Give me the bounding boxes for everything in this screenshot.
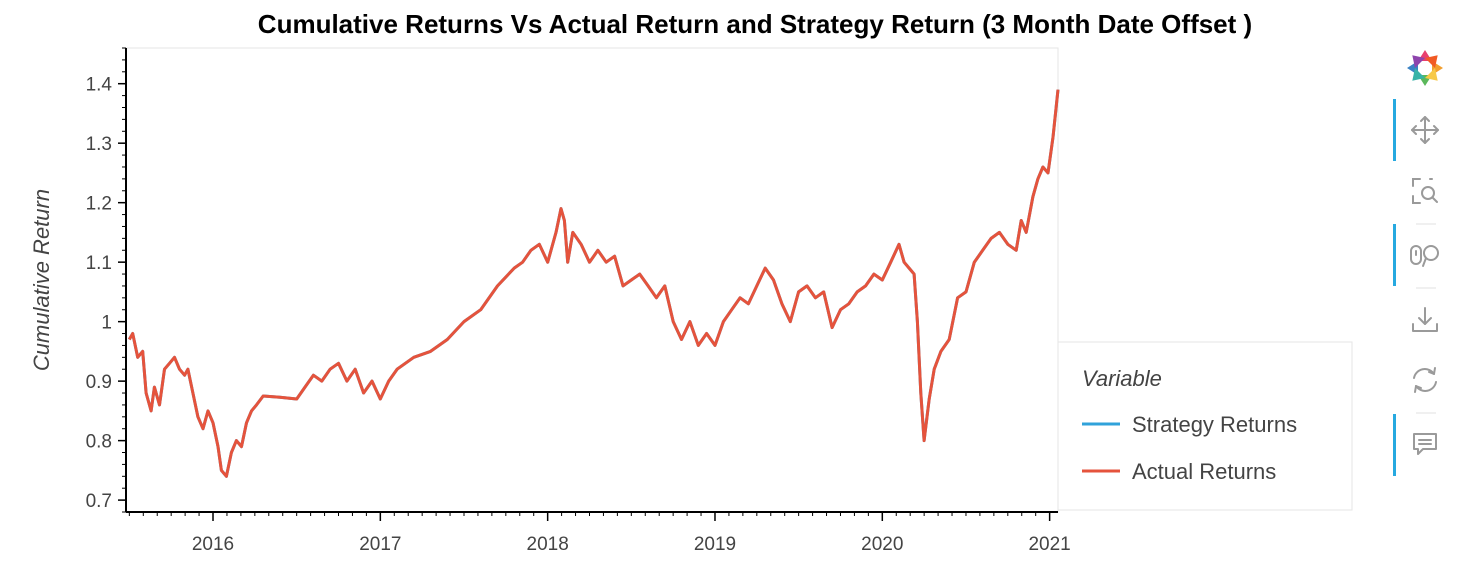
chart-title: Cumulative Returns Vs Actual Return and … xyxy=(258,9,1252,39)
save-icon[interactable] xyxy=(1412,307,1438,332)
x-axis: 2016 2017 2018 2019 2020 2021 xyxy=(126,511,1071,555)
y-axis-label: Cumulative Return xyxy=(29,189,54,371)
hover-icon[interactable] xyxy=(1393,414,1437,476)
bokeh-logo-icon[interactable] xyxy=(1406,49,1444,87)
x-tick-label: 2016 xyxy=(192,534,234,555)
pan-icon[interactable] xyxy=(1393,99,1439,161)
reset-icon[interactable] xyxy=(1413,367,1437,393)
plot-area[interactable] xyxy=(125,47,1059,513)
x-tick-label: 2019 xyxy=(694,534,736,555)
toolbar xyxy=(1393,49,1444,476)
y-tick-label: 1.4 xyxy=(86,75,113,96)
legend-box xyxy=(1057,341,1353,511)
x-tick-label: 2017 xyxy=(359,534,401,555)
legend-label-actual-returns[interactable]: Actual Returns xyxy=(1132,459,1276,484)
y-tick-label: 0.8 xyxy=(86,432,112,453)
y-tick-label: 1.2 xyxy=(86,194,112,215)
y-tick-label: 1.1 xyxy=(86,253,112,274)
legend-title: Variable xyxy=(1082,366,1162,391)
x-tick-label: 2021 xyxy=(1028,534,1070,555)
wheel-zoom-icon[interactable] xyxy=(1393,224,1439,286)
active-indicator xyxy=(1393,414,1396,476)
x-tick-label: 2020 xyxy=(861,534,903,555)
y-axis: 0.7 0.8 0.9 1 1.1 1.2 1.3 1.4 xyxy=(86,47,127,513)
box-zoom-icon[interactable] xyxy=(1412,178,1438,204)
x-tick-label: 2018 xyxy=(527,534,569,555)
legend-label-strategy-returns[interactable]: Strategy Returns xyxy=(1132,412,1297,437)
y-tick-label: 1 xyxy=(101,313,112,334)
series-group xyxy=(127,89,1060,478)
y-tick-label: 1.3 xyxy=(86,134,112,155)
series-line-actual-returns xyxy=(127,89,1060,478)
active-indicator xyxy=(1393,99,1396,161)
legend: Variable Strategy Returns Actual Returns xyxy=(1057,341,1353,511)
active-indicator xyxy=(1393,224,1396,286)
y-tick-label: 0.7 xyxy=(86,491,112,512)
y-tick-label: 0.9 xyxy=(86,372,112,393)
